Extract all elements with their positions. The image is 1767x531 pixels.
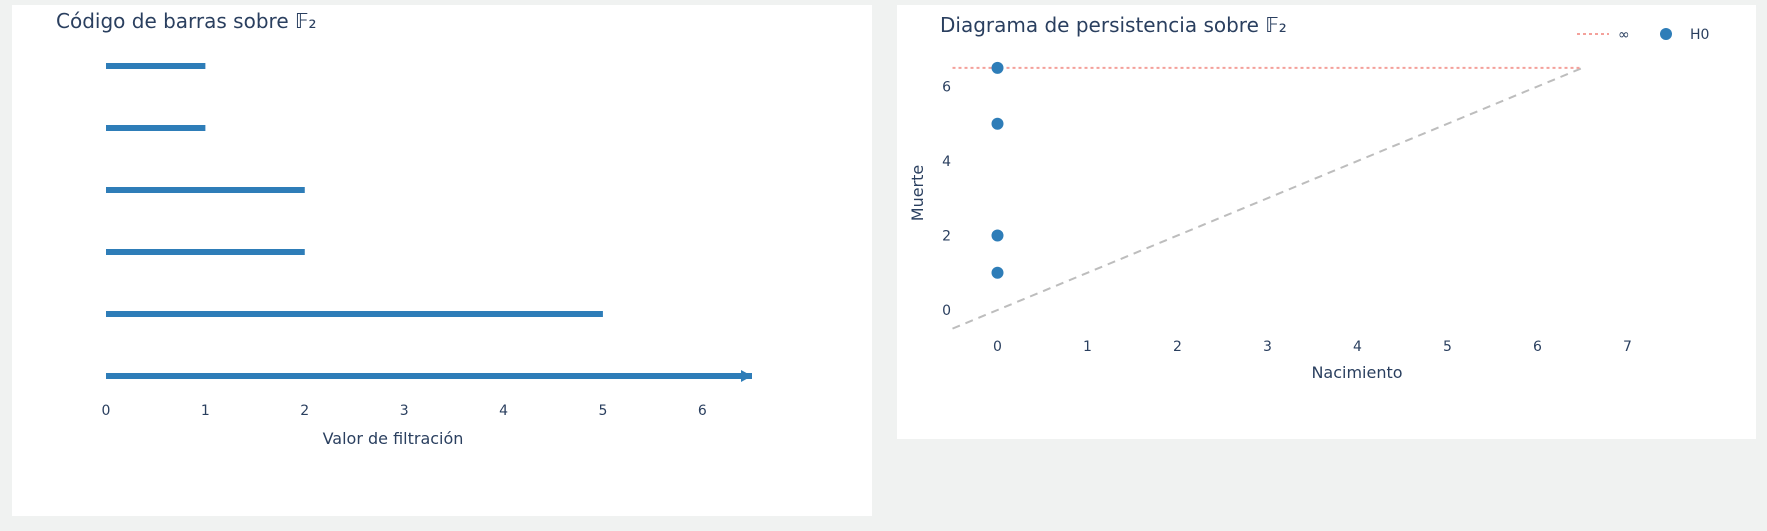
persistence-diagram-chart: 0 1 2 3 4 5 6 7 0 2 4 6 Nacimiento Muerte ∞ H0: [908, 27, 1709, 382]
x-tick-label: 4: [1353, 339, 1362, 355]
x-tick-label: 5: [598, 403, 607, 419]
y-tick-label: 2: [942, 229, 951, 245]
x-axis-title: Nacimiento: [1311, 363, 1402, 382]
x-tick-label: 3: [400, 403, 409, 419]
y-tick-label: 4: [942, 154, 951, 170]
barcode-infinite-arrow: [741, 370, 752, 382]
barcode-chart: 0 1 2 3 4 5 6 Valor de filtración: [102, 63, 752, 448]
x-tick-label: 2: [1173, 339, 1182, 355]
x-tick-label: 0: [102, 403, 111, 419]
x-tick-label: 6: [698, 403, 707, 419]
x-tick-label: 6: [1533, 339, 1542, 355]
y-axis-title: Muerte: [908, 165, 927, 221]
legend-h0-swatch: [1660, 28, 1672, 40]
h0-point: [991, 266, 1004, 279]
persistence-diagram-title: Diagrama de persistencia sobre 𝔽₂: [940, 13, 1287, 37]
h0-point: [991, 117, 1004, 130]
x-tick-label: 7: [1623, 339, 1632, 355]
x-tick-label: 3: [1263, 339, 1272, 355]
x-tick-label: 4: [499, 403, 508, 419]
x-tick-label: 0: [993, 339, 1002, 355]
legend-h0-label: H0: [1690, 27, 1709, 43]
x-tick-label: 1: [1083, 339, 1092, 355]
legend-infinity-label: ∞: [1618, 27, 1630, 43]
x-axis-title: Valor de filtración: [323, 429, 464, 448]
barcode-title: Código de barras sobre 𝔽₂: [56, 9, 317, 33]
diagonal-line: [952, 66, 1583, 330]
h0-point: [991, 229, 1004, 242]
x-tick-label: 5: [1443, 339, 1452, 355]
y-tick-label: 6: [942, 80, 951, 96]
x-tick-label: 2: [300, 403, 309, 419]
x-tick-label: 1: [201, 403, 210, 419]
persistence-diagram-panel: Diagrama de persistencia sobre 𝔽₂ 0 1 2 3 4 5…: [897, 5, 1756, 439]
barcode-panel: Código de barras sobre 𝔽₂ 0 1 2 3 4 5 6 Valor d…: [12, 5, 872, 516]
y-tick-label: 0: [942, 303, 951, 319]
h0-point: [991, 61, 1004, 74]
